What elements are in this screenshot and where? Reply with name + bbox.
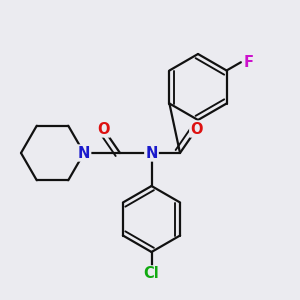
Text: O: O — [97, 122, 110, 136]
Text: F: F — [243, 55, 254, 70]
Text: N: N — [78, 146, 90, 160]
Text: N: N — [145, 146, 158, 160]
Text: Cl: Cl — [144, 266, 159, 281]
Text: O: O — [190, 122, 203, 136]
